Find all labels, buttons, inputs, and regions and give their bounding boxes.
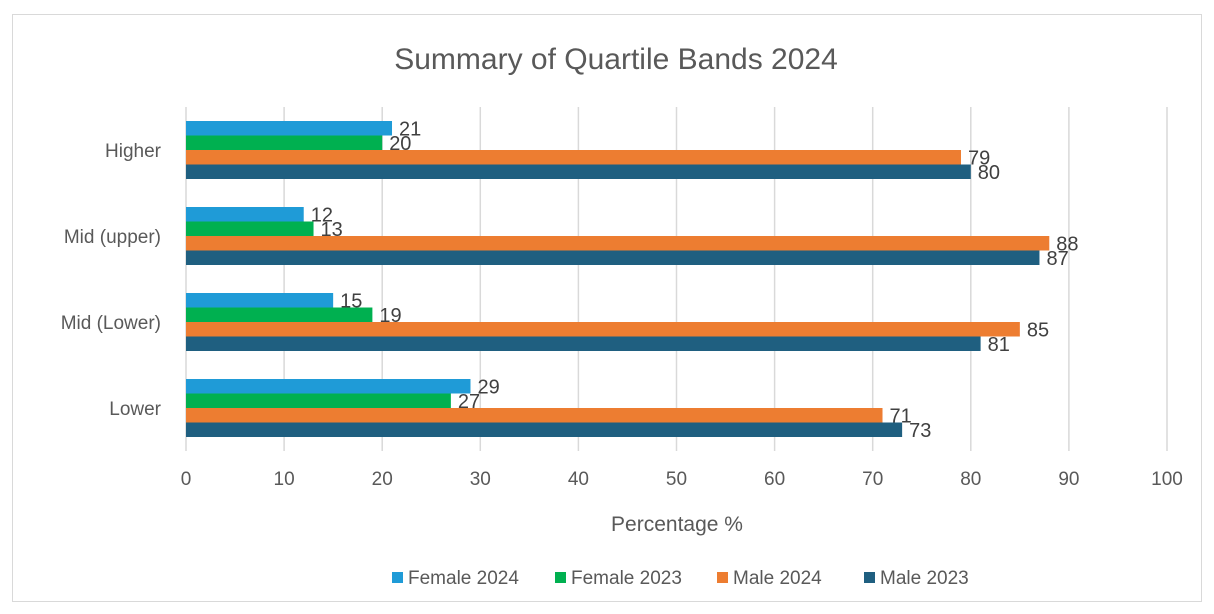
data-label: 19 bbox=[379, 305, 401, 327]
x-tick-label: 50 bbox=[666, 469, 687, 490]
category-label: Higher bbox=[105, 141, 162, 162]
x-tick-label: 80 bbox=[960, 469, 981, 490]
bars bbox=[186, 121, 1050, 437]
data-label: 15 bbox=[340, 290, 362, 312]
legend: Female 2024 Female 2023 Male 2024 Male 2023 bbox=[392, 568, 969, 589]
legend-entry: Male 2023 bbox=[880, 568, 969, 589]
data-label: 27 bbox=[458, 391, 480, 413]
data-label: 71 bbox=[890, 405, 912, 427]
x-tick-label: 0 bbox=[181, 469, 192, 490]
data-label: 13 bbox=[321, 219, 343, 241]
legend-swatch bbox=[717, 572, 728, 583]
x-axis-title: Percentage % bbox=[611, 513, 743, 536]
bar bbox=[186, 236, 1050, 251]
legend-entry: Male 2024 bbox=[733, 568, 822, 589]
bar bbox=[186, 293, 334, 308]
legend-swatch bbox=[392, 572, 403, 583]
x-tick-label: 40 bbox=[568, 469, 589, 490]
data-label: 88 bbox=[1056, 233, 1078, 255]
legend-swatch bbox=[864, 572, 875, 583]
bar bbox=[186, 221, 314, 236]
legend-swatch bbox=[555, 572, 566, 583]
x-tick-label: 20 bbox=[372, 469, 393, 490]
data-label: 12 bbox=[311, 204, 333, 226]
category-label: Lower bbox=[109, 399, 161, 420]
data-label: 87 bbox=[1046, 248, 1068, 270]
bar bbox=[186, 250, 1040, 265]
data-label: 85 bbox=[1027, 319, 1049, 341]
x-tick-label: 90 bbox=[1058, 469, 1079, 490]
chart: Summary of Quartile Bands 2024 212079801… bbox=[61, 43, 1183, 589]
x-tick-label: 100 bbox=[1151, 469, 1183, 490]
bar bbox=[186, 393, 451, 408]
data-label: 80 bbox=[978, 162, 1000, 184]
category-label: Mid (Lower) bbox=[61, 313, 161, 334]
bar bbox=[186, 379, 471, 394]
data-label: 79 bbox=[968, 147, 990, 169]
x-tick-label: 10 bbox=[274, 469, 295, 490]
legend-entry: Female 2023 bbox=[571, 568, 682, 589]
x-tick-label: 60 bbox=[764, 469, 785, 490]
bar bbox=[186, 307, 373, 322]
x-tick-label: 70 bbox=[862, 469, 883, 490]
bar bbox=[186, 422, 903, 437]
chart-frame: Summary of Quartile Bands 2024 21 20 79 80 1… bbox=[12, 14, 1202, 602]
data-label: 20 bbox=[389, 133, 411, 155]
data-label: 21 bbox=[399, 118, 421, 140]
x-tick-labels: 0 10 20 30 40 50 60 70 80 90 100 bbox=[181, 469, 1183, 490]
data-label: 29 bbox=[477, 376, 499, 398]
chart-title: Summary of Quartile Bands 2024 bbox=[394, 43, 838, 76]
bar bbox=[186, 135, 383, 150]
bar bbox=[186, 322, 1020, 337]
bar bbox=[186, 121, 393, 136]
x-tick-label: 30 bbox=[470, 469, 491, 490]
bar bbox=[186, 150, 961, 165]
bar bbox=[186, 336, 981, 351]
bar bbox=[186, 164, 971, 179]
category-labels: Higher Mid (upper) Mid (Lower) Lower bbox=[61, 141, 162, 420]
category-label: Mid (upper) bbox=[64, 227, 161, 248]
legend-entry: Female 2024 bbox=[408, 568, 519, 589]
data-label: 73 bbox=[909, 420, 931, 442]
bar bbox=[186, 408, 883, 423]
data-label: 81 bbox=[988, 334, 1010, 356]
bar bbox=[186, 207, 304, 222]
